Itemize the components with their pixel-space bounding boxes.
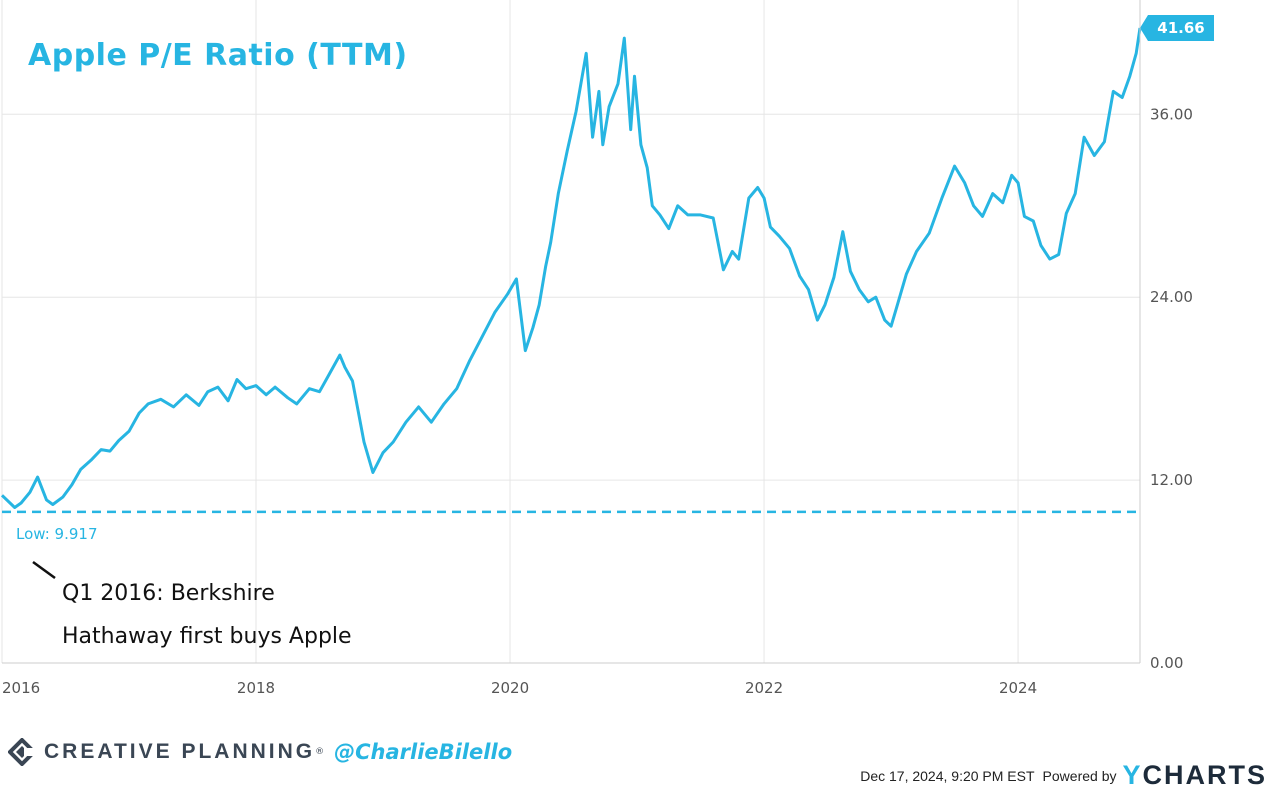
footer-credit: Dec 17, 2024, 9:20 PM EST Powered by YCH… [860, 760, 1267, 791]
ycharts-logo[interactable]: YCHARTS [1122, 760, 1267, 791]
last-value-label: 41.66 [1157, 19, 1204, 37]
x-tick-label: 2016 [2, 679, 40, 697]
y-tick-label: 0.00 [1150, 654, 1183, 672]
timestamp: Dec 17, 2024, 9:20 PM EST [860, 767, 1035, 784]
y-tick-label: 36.00 [1150, 105, 1193, 123]
x-tick-label: 2020 [491, 679, 529, 697]
low-reference-label: Low: 9.917 [16, 525, 97, 543]
series-group: 41.66 [0, 15, 1214, 509]
x-tick-label: 2018 [237, 679, 275, 697]
reference-line-group: Low: 9.917 [2, 510, 1140, 580]
brand-mark: ® [315, 747, 325, 757]
annotation-line-1: Q1 2016: Berkshire [62, 581, 275, 606]
y-tick-label: 12.00 [1150, 471, 1193, 489]
twitter-handle[interactable]: @CharlieBilello [334, 740, 513, 764]
ycharts-logo-text: CHARTS [1142, 760, 1267, 790]
y-tick-label: 24.00 [1150, 288, 1193, 306]
brand-name: CREATIVE PLANNING [44, 740, 316, 763]
axes: 0.00 12.00 24.00 36.00 2016 2018 2020 2022 2024 [2, 0, 1193, 697]
gridlines [1, 0, 1140, 664]
x-tick-label: 2024 [999, 679, 1037, 697]
creative-planning-logo-icon [8, 738, 36, 766]
chart-title: Apple P/E Ratio (TTM) [28, 38, 408, 73]
footer-brand: CREATIVE PLANNING ® @CharlieBilello [8, 738, 512, 766]
ycharts-logo-y: Y [1122, 760, 1143, 790]
annotation-line-2: Hathaway first buys Apple [62, 624, 352, 649]
annotation-berkshire: Q1 2016: Berkshire Hathaway first buys A… [62, 572, 352, 658]
last-value-badge [1140, 15, 1214, 42]
annotation-pointer [32, 560, 56, 580]
x-tick-label: 2022 [745, 679, 783, 697]
pe-ratio-line [0, 27, 1142, 509]
powered-by-label: Powered by [1042, 767, 1117, 784]
